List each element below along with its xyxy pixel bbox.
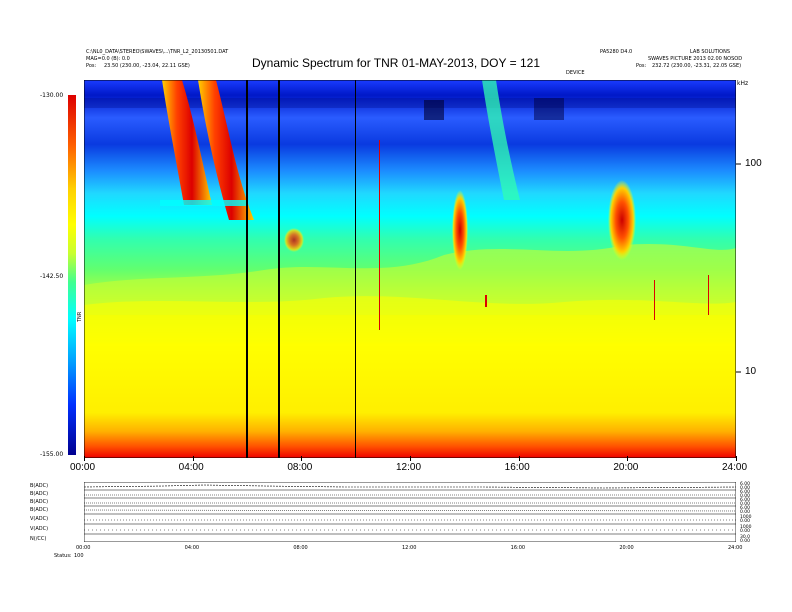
x-tick-mark	[736, 456, 737, 461]
footer-status-label: Status:	[54, 553, 72, 559]
panel-range-high: 6.00	[740, 498, 751, 503]
x-tick-label: 08:00	[287, 462, 313, 473]
panel-range-high: 6.00	[740, 506, 751, 511]
x-tick-mark	[518, 456, 520, 461]
panel-label: B(ADC)	[30, 483, 49, 489]
lower-x-tick-label: 12:00	[402, 545, 417, 551]
header-right-line1: PA5280 D4.0	[600, 49, 633, 55]
header-right-line3: SWAVES PICTURE 2013 02.00 NOSOD	[648, 56, 743, 62]
x-tick-mark	[301, 456, 303, 461]
header-pos-label-left: Pos:	[86, 63, 97, 69]
header-pos-coords-left: 23.50 (230.00, -23.04, 22.11 GSE)	[104, 63, 190, 69]
x-tick-mark	[192, 456, 194, 461]
panel-range-low: 0.00	[740, 510, 751, 515]
lower-panels	[84, 482, 736, 542]
colorbar-label: TNR	[77, 311, 83, 322]
x-tick-label: 12:00	[396, 462, 422, 473]
right-axis-ticks	[736, 163, 741, 373]
x-tick-mark	[627, 456, 629, 461]
header-right-tag: DEVICE	[566, 70, 585, 76]
panel-range-high: 1000	[740, 515, 752, 520]
panel-range-low: 0.00	[740, 529, 751, 534]
y-tick-10: 10	[745, 366, 757, 377]
panel-range-low: 0.00	[740, 502, 751, 507]
panel-label: B(ADC)	[30, 499, 49, 505]
panel-range-high: 6.00	[740, 490, 751, 495]
colorbar-tick-bottom: -155.00	[40, 451, 64, 458]
chart-title: Dynamic Spectrum for TNR 01-MAY-2013, DO…	[251, 56, 540, 70]
x-tick-mark	[84, 456, 85, 461]
x-tick-mark	[410, 456, 411, 461]
x-tick-label: 20:00	[613, 462, 639, 473]
panel-range-low: 0.00	[740, 539, 751, 544]
lower-x-tick-label: 16:00	[510, 545, 526, 551]
panel-label: B(ADC)	[30, 507, 49, 513]
colorbar-tick-mid: -142.50	[40, 273, 64, 280]
y-tick-100: 100	[745, 158, 762, 169]
lower-x-tick-label: 00:00	[76, 545, 91, 551]
panel-range-low: 0.00	[740, 519, 751, 524]
panel-range-low: 0.00	[740, 486, 751, 491]
x-tick-label: 24:00	[722, 462, 748, 473]
panel-label: V(ADC)	[30, 526, 49, 532]
x-tick-label: 04:00	[178, 462, 204, 473]
panel-label: N(/CC)	[30, 536, 47, 542]
panel-range-low: 0.00	[740, 494, 751, 499]
lower-x-tick-label: 04:00	[184, 545, 200, 551]
header-pos-coords-right: 232.72 (230.00, -23.31, 22.05 GSE)	[652, 63, 742, 69]
spectrogram-plot	[84, 80, 736, 458]
y-unit-label: kHz	[737, 80, 749, 87]
lower-x-tick-label: 08:00	[293, 545, 308, 551]
colorbar-tick-top: -130.00	[40, 92, 64, 99]
panel-range-high: 1000	[740, 525, 752, 530]
panel-label: B(ADC)	[30, 491, 49, 497]
lower-x-tick-label: 20:00	[619, 545, 634, 551]
footer-status-value: 100	[74, 553, 84, 559]
header-pos-label-right: Pos:	[636, 63, 647, 69]
colorbar	[68, 95, 76, 455]
panel-range-high: 30.0	[740, 535, 751, 540]
header-mag-info: MAG=0.0 (B): 0.0	[86, 56, 130, 62]
header-file-path: C:\NL0_DATA\STEREO\SWAVES\...\TNR_L2_201…	[86, 49, 229, 55]
x-tick-label: 16:00	[504, 462, 530, 473]
panel-range-high: 6.00	[740, 482, 751, 487]
header-right-line2: LAB SOLUTIONS	[690, 49, 731, 55]
panel-label: V(ADC)	[30, 516, 49, 522]
lower-x-tick-label: 24:00	[728, 545, 743, 551]
x-tick-label: 00:00	[70, 462, 96, 473]
